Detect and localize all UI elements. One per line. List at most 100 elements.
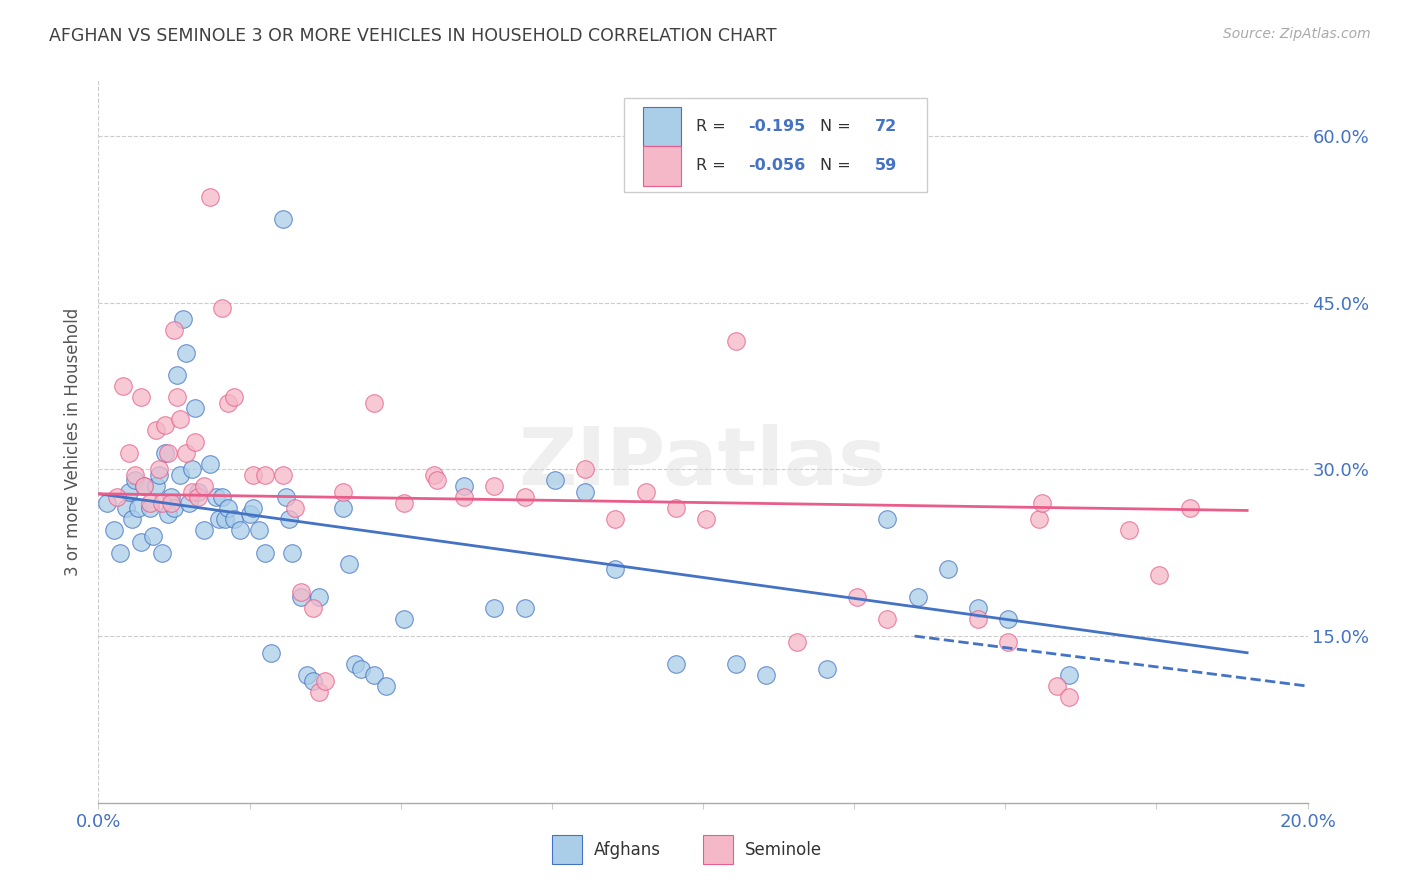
Point — [163, 501, 186, 516]
Point — [484, 479, 506, 493]
Point — [132, 479, 155, 493]
Point — [200, 190, 222, 204]
Point — [332, 484, 354, 499]
Point — [142, 529, 165, 543]
Point — [172, 312, 194, 326]
Bar — [551, 835, 582, 864]
Point — [163, 323, 186, 337]
Point — [208, 512, 231, 526]
Point — [332, 501, 354, 516]
Point — [111, 379, 134, 393]
Bar — [703, 835, 734, 864]
Point — [997, 634, 1019, 648]
Point — [846, 590, 869, 604]
Point — [277, 512, 299, 526]
Point — [295, 668, 318, 682]
Point — [907, 590, 929, 604]
Point — [105, 490, 128, 504]
Point — [344, 657, 367, 671]
Point — [187, 490, 209, 504]
Point — [253, 546, 276, 560]
Point — [156, 445, 179, 459]
Point — [132, 479, 155, 493]
Point — [108, 546, 131, 560]
Point — [124, 474, 146, 488]
Point — [513, 601, 536, 615]
Text: AFGHAN VS SEMINOLE 3 OR MORE VEHICLES IN HOUSEHOLD CORRELATION CHART: AFGHAN VS SEMINOLE 3 OR MORE VEHICLES IN… — [49, 27, 778, 45]
Point — [876, 612, 898, 626]
Point — [665, 657, 688, 671]
Point — [121, 512, 143, 526]
Point — [139, 496, 162, 510]
Point — [114, 501, 136, 516]
Point — [103, 524, 125, 538]
Point — [160, 496, 183, 510]
Point — [544, 474, 567, 488]
Point — [453, 479, 475, 493]
Point — [160, 490, 183, 504]
Point — [118, 484, 141, 499]
Point — [239, 507, 262, 521]
Point — [290, 590, 312, 604]
Point — [302, 673, 325, 688]
Point — [1031, 496, 1053, 510]
Point — [392, 612, 415, 626]
Point — [260, 646, 283, 660]
Point — [634, 484, 657, 499]
Point — [174, 345, 197, 359]
Point — [156, 507, 179, 521]
Point — [308, 684, 330, 698]
Point — [815, 662, 838, 676]
Text: -0.056: -0.056 — [748, 159, 806, 173]
Text: 72: 72 — [875, 119, 897, 134]
Point — [184, 434, 207, 449]
Text: Afghans: Afghans — [595, 841, 661, 859]
Point — [166, 390, 188, 404]
Y-axis label: 3 or more Vehicles in Household: 3 or more Vehicles in Household — [65, 308, 83, 575]
Point — [193, 524, 215, 538]
Text: R =: R = — [696, 159, 731, 173]
Point — [725, 657, 748, 671]
Point — [1178, 501, 1201, 516]
Point — [967, 612, 990, 626]
Point — [242, 501, 264, 516]
Point — [695, 512, 717, 526]
Point — [271, 212, 294, 227]
Point — [374, 679, 396, 693]
Point — [392, 496, 415, 510]
Point — [1118, 524, 1140, 538]
Point — [302, 601, 325, 615]
Text: ZIPatlas: ZIPatlas — [519, 425, 887, 502]
Point — [193, 479, 215, 493]
Point — [184, 401, 207, 416]
Point — [242, 467, 264, 482]
Point — [274, 490, 297, 504]
Point — [1057, 668, 1080, 682]
Point — [1046, 679, 1069, 693]
Point — [484, 601, 506, 615]
Point — [605, 512, 627, 526]
Point — [179, 496, 201, 510]
Point — [308, 590, 330, 604]
Point — [1028, 512, 1050, 526]
Point — [211, 301, 233, 315]
Point — [187, 484, 209, 499]
Point — [224, 390, 246, 404]
Point — [129, 390, 152, 404]
Point — [153, 417, 176, 432]
Bar — [643, 146, 682, 186]
Point — [148, 462, 170, 476]
Point — [574, 462, 596, 476]
Point — [229, 524, 252, 538]
Text: 59: 59 — [875, 159, 897, 173]
Point — [363, 395, 385, 409]
Point — [423, 467, 446, 482]
FancyBboxPatch shape — [624, 98, 927, 193]
Point — [876, 512, 898, 526]
Point — [205, 490, 228, 504]
Point — [253, 467, 276, 482]
Point — [284, 501, 307, 516]
Point — [217, 501, 239, 516]
Point — [281, 546, 304, 560]
Point — [1149, 568, 1171, 582]
